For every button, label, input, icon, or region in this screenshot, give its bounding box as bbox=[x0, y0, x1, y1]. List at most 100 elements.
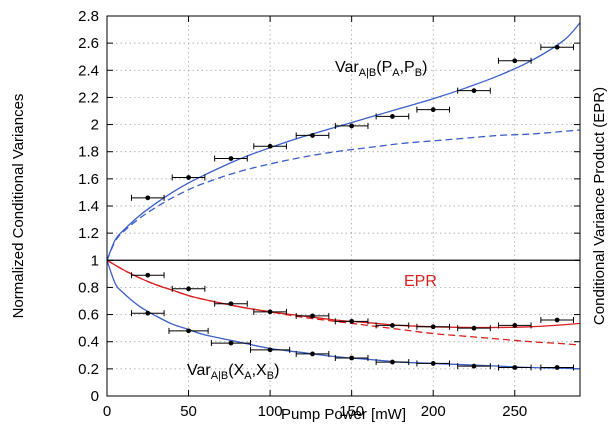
point-marker bbox=[512, 365, 518, 370]
point-marker bbox=[267, 309, 273, 315]
y-tick-label: 0.8 bbox=[78, 279, 99, 296]
point-marker bbox=[310, 313, 315, 319]
point-marker bbox=[310, 133, 315, 138]
point-marker bbox=[228, 156, 234, 161]
data-point-1-9 bbox=[497, 322, 532, 329]
data-point-0-2 bbox=[214, 155, 248, 162]
point-marker bbox=[554, 317, 560, 323]
grid bbox=[106, 15, 580, 397]
point-marker bbox=[471, 88, 477, 94]
data-point-2-10 bbox=[540, 364, 574, 371]
annotation-epr: EPR bbox=[404, 273, 437, 290]
point-marker bbox=[145, 310, 151, 316]
annotation-var-x: VarA|B(XA,XB) bbox=[187, 362, 279, 382]
x-tick-label: 100 bbox=[258, 403, 283, 420]
point-marker bbox=[349, 318, 355, 324]
data-point-2-3 bbox=[250, 346, 291, 353]
data-point-1-2 bbox=[214, 300, 248, 307]
y-tick-label: 2.2 bbox=[78, 89, 99, 106]
y-tick-label: 1.2 bbox=[78, 225, 99, 242]
point-marker bbox=[145, 195, 151, 201]
data-point-1-5 bbox=[334, 318, 369, 325]
point-marker bbox=[390, 359, 395, 365]
point-marker bbox=[186, 286, 191, 292]
data-point-2-0 bbox=[130, 310, 165, 317]
point-marker bbox=[430, 361, 436, 366]
data-point-2-6 bbox=[375, 359, 410, 366]
data-point-2-1 bbox=[168, 327, 209, 334]
y-tick-label: 1.6 bbox=[78, 171, 99, 188]
point-marker bbox=[512, 58, 518, 64]
point-marker bbox=[390, 323, 395, 328]
data-point-0-3 bbox=[253, 143, 287, 150]
point-marker bbox=[512, 323, 518, 328]
tick-labels: 0 50 100 150 200 250 0 0.2 0.4 0.6 0.8 1 1.2 1.4 1.6 1.… bbox=[78, 8, 527, 420]
data-point-0-8 bbox=[457, 87, 491, 94]
point-marker bbox=[228, 340, 234, 346]
point-marker bbox=[430, 324, 436, 330]
data-point-0-7 bbox=[416, 106, 451, 113]
point-marker bbox=[310, 351, 315, 357]
point-marker bbox=[554, 365, 560, 370]
point-marker bbox=[145, 272, 151, 278]
data-point-1-10 bbox=[540, 317, 574, 323]
data-point-0-5 bbox=[334, 122, 369, 129]
y-tick-label: 1 bbox=[91, 252, 99, 269]
data-point-2-2 bbox=[210, 340, 252, 347]
y-tick-label: 2.8 bbox=[78, 8, 99, 25]
y-tick-label: 1.8 bbox=[78, 144, 99, 161]
data-point-1-7 bbox=[416, 323, 451, 330]
x-axis-label: Pump Power [mW] bbox=[281, 406, 406, 423]
data-point-1-3 bbox=[253, 308, 287, 315]
x-tick-label: 150 bbox=[339, 403, 364, 420]
data-point-0-9 bbox=[497, 57, 532, 64]
point-marker bbox=[186, 328, 191, 334]
data-point-2-4 bbox=[295, 350, 330, 357]
series-curve-7 bbox=[106, 259, 581, 346]
y-tick-label: 0 bbox=[91, 388, 99, 405]
point-marker bbox=[267, 347, 273, 353]
data-point-2-7 bbox=[416, 360, 451, 367]
y-tick-label: 2 bbox=[91, 117, 99, 134]
point-marker bbox=[267, 143, 273, 149]
y-tick-label: 1.4 bbox=[78, 198, 99, 215]
data-point-1-6 bbox=[375, 322, 410, 329]
point-marker bbox=[430, 107, 436, 113]
series-curve-6 bbox=[106, 259, 581, 329]
x-tick-label: 200 bbox=[421, 403, 446, 420]
data-point-1-1 bbox=[171, 285, 206, 292]
y-axis-label-right: Conditional Variance Product (EPR) bbox=[591, 87, 608, 325]
data-point-0-4 bbox=[295, 132, 330, 139]
plot-frame bbox=[106, 15, 581, 397]
data-point-0-10 bbox=[540, 44, 574, 51]
data-point-0-0 bbox=[130, 194, 165, 201]
point-marker bbox=[349, 355, 355, 361]
x-tick-label: 50 bbox=[180, 403, 197, 420]
x-tick-label: 250 bbox=[502, 403, 527, 420]
data-point-1-8 bbox=[457, 325, 491, 332]
data-point-1-0 bbox=[130, 272, 165, 279]
annotation-var-p: VarA|B(PA,PB) bbox=[335, 59, 427, 79]
data-point-1-4 bbox=[295, 312, 330, 319]
y-tick-label: 0.4 bbox=[78, 334, 99, 351]
y-axis-label: Normalized Conditional Variances bbox=[10, 94, 27, 319]
series-curve-5 bbox=[106, 260, 581, 370]
data-point-0-1 bbox=[171, 174, 206, 181]
point-marker bbox=[349, 123, 355, 129]
point-marker bbox=[471, 363, 477, 369]
y-tick-label: 2.4 bbox=[78, 62, 99, 79]
point-marker bbox=[390, 114, 395, 119]
point-marker bbox=[186, 175, 191, 180]
series-curve-3 bbox=[106, 22, 581, 261]
data-points bbox=[130, 44, 574, 371]
data-point-0-6 bbox=[375, 113, 410, 120]
series-curve-4 bbox=[106, 129, 581, 261]
point-marker bbox=[554, 44, 560, 50]
point-marker bbox=[471, 325, 477, 331]
x-tick-label: 0 bbox=[103, 403, 111, 420]
data-point-2-8 bbox=[457, 363, 491, 370]
y-tick-label: 0.6 bbox=[78, 307, 99, 324]
data-point-2-5 bbox=[334, 355, 369, 361]
data-point-2-9 bbox=[497, 364, 532, 371]
